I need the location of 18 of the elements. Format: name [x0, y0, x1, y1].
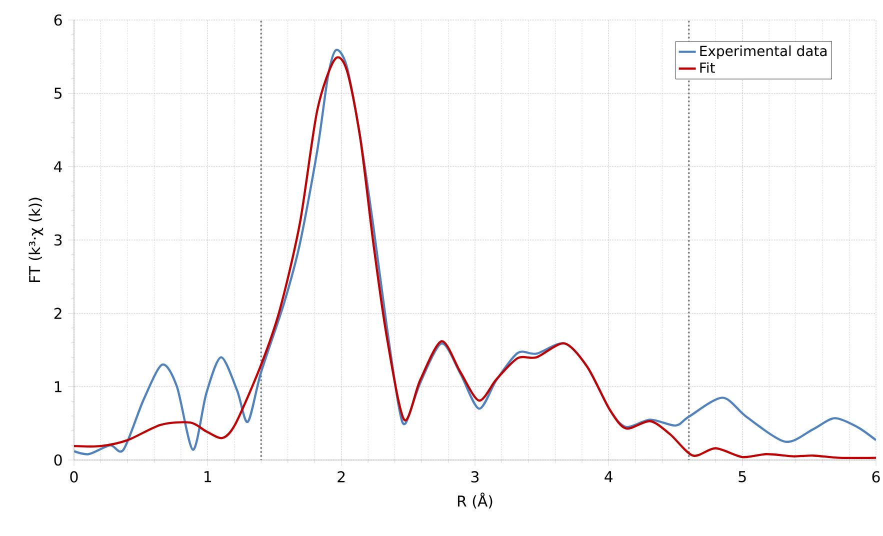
x-tick-label: 0 — [70, 471, 78, 482]
y-tick-label: 4 — [54, 161, 62, 172]
y-tick-label: 1 — [54, 381, 62, 392]
x-tick-label: 6 — [872, 471, 880, 482]
y-tick-label: 0 — [54, 454, 62, 466]
x-tick-label: 5 — [738, 471, 746, 482]
x-tick-label: 3 — [471, 471, 479, 482]
legend-label: Experimental data — [700, 45, 826, 59]
y-axis-title: FT (k³·χ (k)) — [28, 198, 44, 282]
legend-label: Fit — [700, 62, 715, 73]
x-tick-label: 4 — [604, 471, 613, 482]
x-tick-label: 1 — [204, 471, 212, 482]
x-axis-title: R (Å) — [458, 492, 492, 508]
y-tick-label: 6 — [54, 14, 62, 26]
y-tick-label: 2 — [54, 308, 62, 319]
y-tick-label: 3 — [54, 234, 62, 246]
y-tick-label: 5 — [54, 88, 62, 99]
x-tick-label: 2 — [338, 471, 345, 482]
